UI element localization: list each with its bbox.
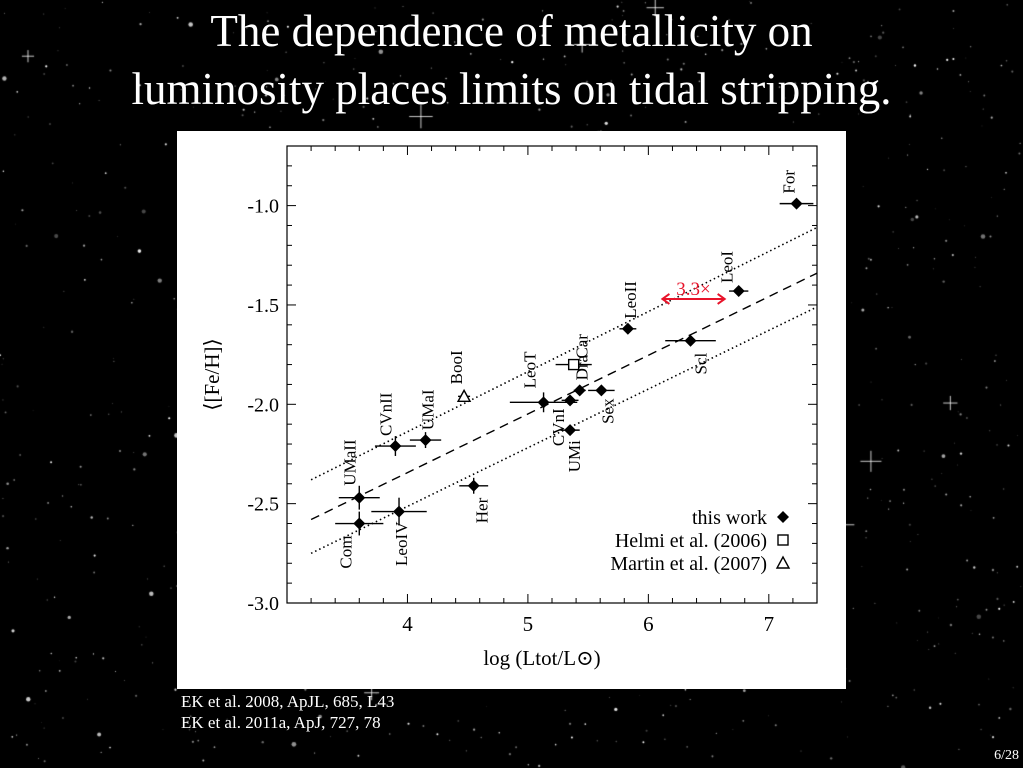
point-label-her: Her [473, 497, 492, 523]
point-label-umai: UMaI [419, 389, 438, 430]
chart-panel: 4 5 6 7 -1.0 -1.5 -2.0 -2.5 -3.0 log (Ltot/L⊙) ⟨[F… [177, 131, 846, 689]
data-point-leoi [732, 285, 745, 298]
page-number: 6/28 [994, 748, 1019, 763]
legend-marker-this-work [777, 511, 789, 523]
data-point-leot [537, 396, 550, 409]
reference-2: EK et al. 2011a, ApJ, 727, 78 [181, 713, 381, 732]
point-label-umaii: UMaII [340, 439, 359, 486]
y-tick-label: -2.0 [247, 394, 279, 416]
x-axis-label: log (Ltot/L⊙) [483, 646, 600, 670]
legend-label-martin-et-al-2007: Martin et al. (2007) [610, 553, 767, 575]
point-label-leoii: LeoII [621, 281, 640, 319]
data-point-com [353, 517, 366, 530]
data-point-leoiv [393, 505, 406, 518]
data-point-for [790, 197, 803, 210]
data-point-umi [564, 424, 577, 437]
annotation-arrow-head-left [660, 293, 670, 305]
point-label-car: Car [573, 334, 592, 359]
point-label-leoi: LeoI [718, 251, 737, 283]
point-label-sex: Sex [598, 398, 617, 424]
point-label-umi: UMi [565, 440, 584, 472]
data-point-cvni [564, 394, 577, 407]
fit-line-dotted-2 [310, 306, 817, 555]
data-point-scl [684, 334, 697, 347]
point-label-leot: LeoT [521, 351, 540, 388]
data-point-leoii [621, 322, 634, 335]
y-tick-label: -1.5 [247, 295, 279, 317]
data-point-cvnii [389, 440, 402, 453]
x-tick-label: 4 [402, 612, 413, 636]
data-point-booi [456, 388, 472, 403]
data-point-her [467, 479, 480, 492]
point-label-leoiv: LeoIV [392, 521, 411, 566]
data-point-umai [419, 434, 432, 447]
y-tick-label: -2.5 [247, 494, 279, 516]
references: EK et al. 2008, ApJL, 685, L43 EK et al.… [181, 691, 394, 733]
annotation-arrow-head-right [717, 293, 727, 305]
point-label-booi: BooI [447, 350, 466, 384]
legend-label-this-work: this work [692, 507, 767, 529]
legend-label-helmi-et-al-2006: Helmi et al. (2006) [615, 530, 767, 552]
x-tick-label: 5 [523, 612, 534, 636]
fit-line-dashed-0 [310, 272, 817, 521]
point-label-cvni: CVnI [549, 408, 568, 446]
slide-title-line-1: The dependence of metallicity on [210, 6, 813, 56]
y-tick-label: -3.0 [247, 593, 279, 615]
legend-marker-helmi-et-al-2006 [777, 534, 789, 546]
x-tick-label: 6 [643, 612, 654, 636]
y-tick-label: -1.0 [247, 196, 279, 218]
x-tick-label: 7 [764, 612, 775, 636]
slide-title: The dependence of metallicity on luminos… [0, 2, 1023, 118]
slide-title-line-2: luminosity places limits on tidal stripp… [131, 64, 892, 114]
point-label-cvnii: CVnII [376, 392, 395, 436]
data-point-umaii [353, 491, 366, 504]
data-point-sex [595, 384, 608, 397]
point-label-scl: Scl [692, 352, 711, 374]
point-label-com: Com [336, 536, 355, 569]
data-point-dra [573, 384, 586, 397]
metallicity-luminosity-chart: 4 5 6 7 -1.0 -1.5 -2.0 -2.5 -3.0 log (Ltot/L⊙) ⟨[F… [200, 145, 818, 670]
reference-1: EK et al. 2008, ApJL, 685, L43 [181, 692, 395, 711]
data-point-car [567, 358, 580, 371]
y-axis-label: ⟨[Fe/H]⟩ [200, 338, 224, 410]
legend-marker-martin-et-al-2007 [775, 555, 791, 569]
point-label-for: For [780, 170, 799, 194]
annotation-label: 3.3× [676, 279, 710, 300]
